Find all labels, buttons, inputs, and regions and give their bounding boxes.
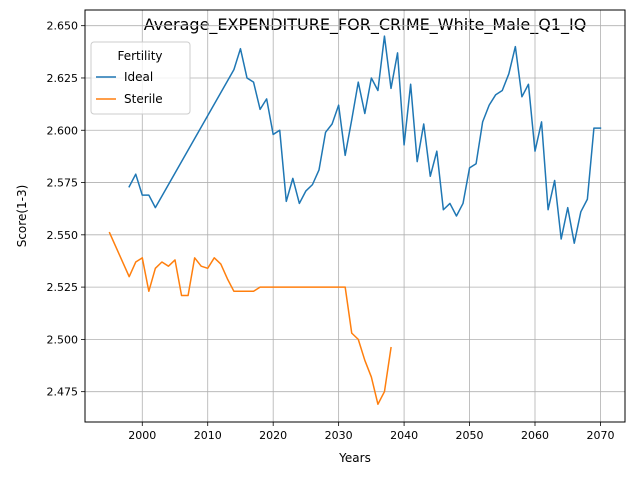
chart-title: Average_EXPENDITURE_FOR_CRIME_White_Male…: [144, 15, 587, 35]
series-line-sterile: [108, 231, 392, 405]
y-tick-label: 2.625: [47, 72, 79, 85]
legend-box: [90, 41, 191, 115]
legend: Fertility Ideal Sterile: [90, 41, 191, 115]
x-axis-label: Years: [338, 451, 371, 465]
x-tick-label: 2000: [128, 429, 156, 442]
y-tick-label: 2.600: [47, 124, 79, 137]
legend-label-sterile: Sterile: [124, 92, 163, 106]
grid: [85, 10, 625, 422]
y-axis-label: Score(1-3): [15, 185, 29, 248]
plot-frame: [84, 9, 626, 423]
x-tick-label: 2070: [586, 429, 614, 442]
y-tick-label: 2.525: [47, 281, 79, 294]
x-tick-label: 2060: [521, 429, 549, 442]
series-lines: [108, 35, 602, 405]
x-tick-label: 2040: [390, 429, 418, 442]
legend-label-ideal: Ideal: [124, 70, 153, 84]
y-tick-label: 2.650: [47, 20, 79, 33]
x-tick-label: 2030: [325, 429, 353, 442]
y-tick-label: 2.550: [47, 229, 79, 242]
y-tick-label: 2.500: [47, 333, 79, 346]
series-line-ideal: [128, 35, 602, 244]
axis-ticks: 2000 2010 2020 2030 2040 2050 2060 2070 2.475 2.5…: [47, 20, 615, 442]
x-tick-label: 2010: [194, 429, 222, 442]
y-tick-label: 2.475: [47, 386, 79, 399]
legend-title: Fertility: [117, 49, 162, 63]
x-tick-label: 2050: [456, 429, 484, 442]
x-tick-label: 2020: [259, 429, 287, 442]
y-tick-label: 2.575: [47, 177, 79, 190]
